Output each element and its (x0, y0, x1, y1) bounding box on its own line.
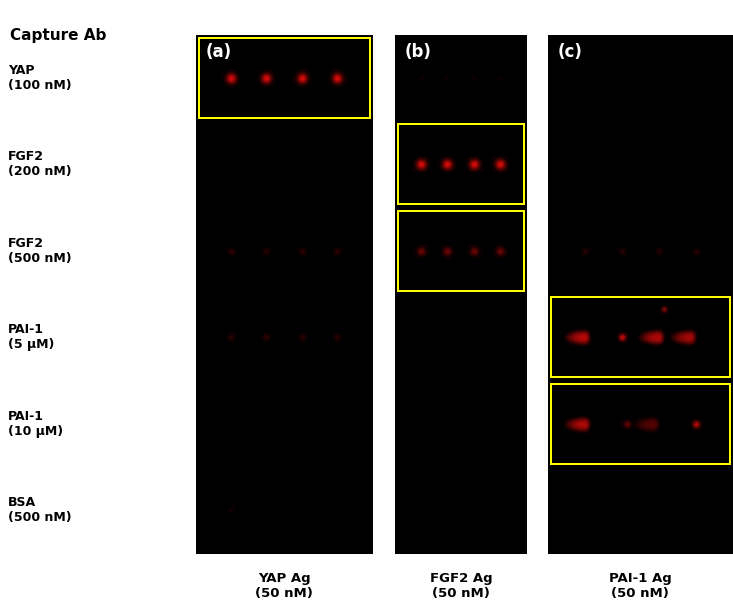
Text: Capture Ab: Capture Ab (10, 28, 106, 43)
Text: PAI-1
(10 μM): PAI-1 (10 μM) (8, 410, 63, 438)
Text: PAI-1
(5 μM): PAI-1 (5 μM) (8, 323, 54, 351)
Text: BSA
(500 nM): BSA (500 nM) (8, 496, 72, 524)
Text: (c): (c) (558, 43, 583, 61)
Text: (b): (b) (405, 43, 432, 61)
Text: FGF2
(500 nM): FGF2 (500 nM) (8, 237, 72, 265)
Text: FGF2 Ag
(50 nM): FGF2 Ag (50 nM) (430, 572, 493, 600)
Text: PAI-1 Ag
(50 nM): PAI-1 Ag (50 nM) (608, 572, 671, 600)
Text: YAP Ag
(50 nM): YAP Ag (50 nM) (255, 572, 313, 600)
Text: FGF2
(200 nM): FGF2 (200 nM) (8, 150, 72, 178)
Text: YAP
(100 nM): YAP (100 nM) (8, 64, 72, 92)
Text: (a): (a) (206, 43, 232, 61)
